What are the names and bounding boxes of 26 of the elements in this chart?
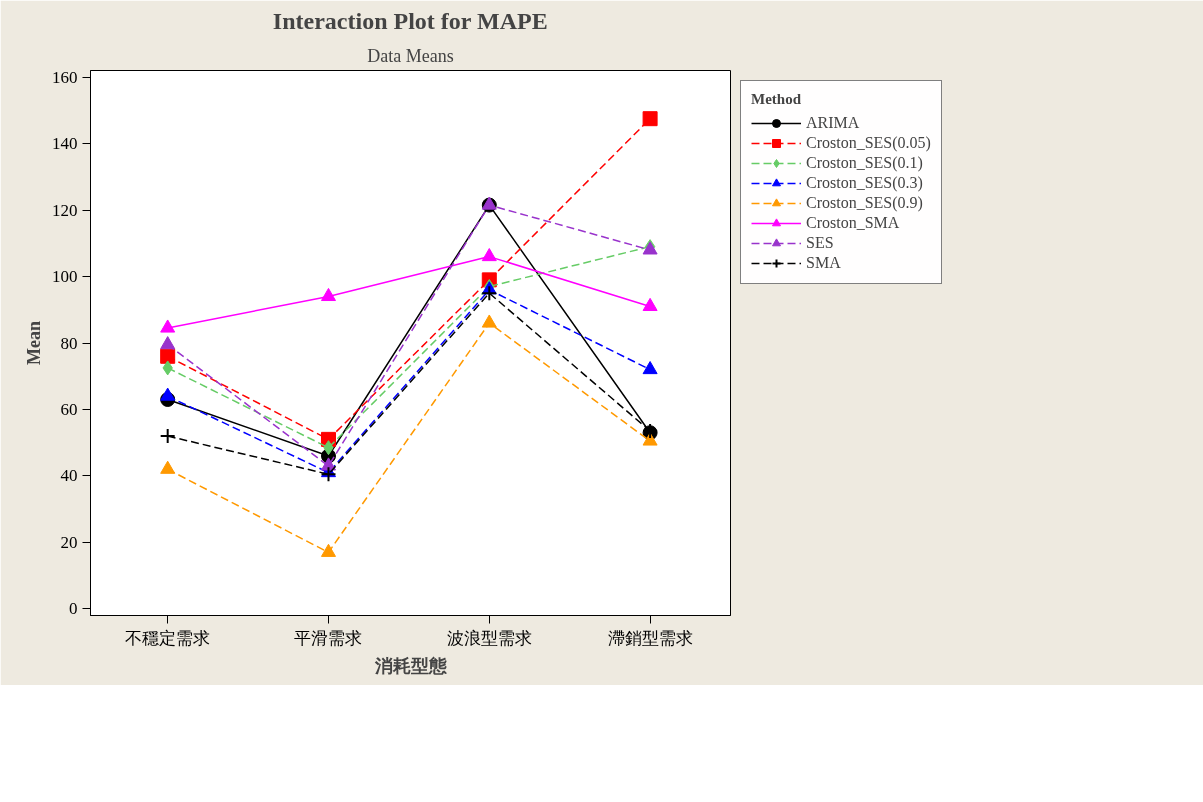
legend-label: SMA bbox=[806, 254, 841, 272]
legend-label: SES bbox=[806, 234, 834, 252]
y-tick-label: 0 bbox=[69, 599, 78, 619]
x-tick-label: 波浪型需求 bbox=[446, 628, 532, 648]
chart-title: Interaction Plot for MAPE bbox=[272, 7, 548, 34]
y-tick-label: 60 bbox=[60, 399, 78, 419]
y-tick-label: 80 bbox=[60, 333, 78, 353]
x-tick-label: 不穩定需求 bbox=[125, 628, 211, 648]
y-tick-label: 140 bbox=[52, 134, 78, 154]
legend-label: Croston_SES(0.05) bbox=[806, 134, 931, 152]
y-tick-label: 40 bbox=[60, 466, 78, 486]
y-axis-title: Mean bbox=[24, 320, 44, 365]
legend-label: Croston_SES(0.1) bbox=[806, 154, 923, 172]
y-tick-label: 160 bbox=[52, 67, 78, 87]
legend-label: ARIMA bbox=[806, 114, 860, 132]
legend-label: Croston_SES(0.9) bbox=[806, 194, 923, 212]
legend-label: Croston_SES(0.3) bbox=[806, 174, 923, 192]
x-tick-label: 平滑需求 bbox=[294, 628, 363, 648]
y-tick-label: 120 bbox=[52, 200, 78, 220]
x-axis-title: 消耗型態 bbox=[373, 655, 448, 676]
legend-label: Croston_SMA bbox=[806, 214, 900, 232]
chart-subtitle: Data Means bbox=[367, 45, 454, 66]
y-tick-label: 100 bbox=[52, 267, 78, 287]
legend-title: Method bbox=[751, 91, 802, 108]
y-tick-label: 20 bbox=[60, 532, 78, 552]
x-tick-label: 滯銷型需求 bbox=[607, 628, 693, 648]
